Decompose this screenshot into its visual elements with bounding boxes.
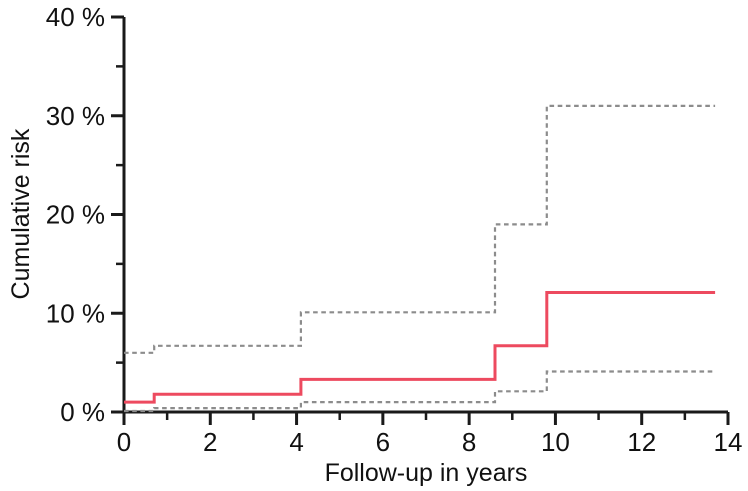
plot-layer: 0 2 4 6 8 10 12 14 0 % 10 % 20 % 30 % 40 % <box>46 2 743 457</box>
y-tick-label-40: 40 % <box>46 2 105 32</box>
x-tick-label-12: 12 <box>627 427 656 457</box>
lower-ci-dashed-series-line <box>124 370 716 413</box>
upper-ci-dashed-series-line <box>124 104 716 354</box>
y-tick-label-0: 0 % <box>60 397 105 427</box>
x-tick-label-4: 4 <box>289 427 303 457</box>
estimate-solid-series-line <box>124 291 716 404</box>
x-tick-label-14: 14 <box>714 427 743 457</box>
x-tick-label-10: 10 <box>541 427 570 457</box>
y-tick-label-20: 20 % <box>46 200 105 230</box>
y-tick-label-30: 30 % <box>46 101 105 131</box>
x-tick-label-6: 6 <box>376 427 390 457</box>
x-tick-label-2: 2 <box>203 427 217 457</box>
y-tick-label-10: 10 % <box>46 298 105 328</box>
x-axis-title: Follow-up in years <box>325 459 528 487</box>
x-tick-label-0: 0 <box>117 427 131 457</box>
x-tick-label-8: 8 <box>462 427 476 457</box>
y-axis-title: Cumulative risk <box>7 128 35 299</box>
